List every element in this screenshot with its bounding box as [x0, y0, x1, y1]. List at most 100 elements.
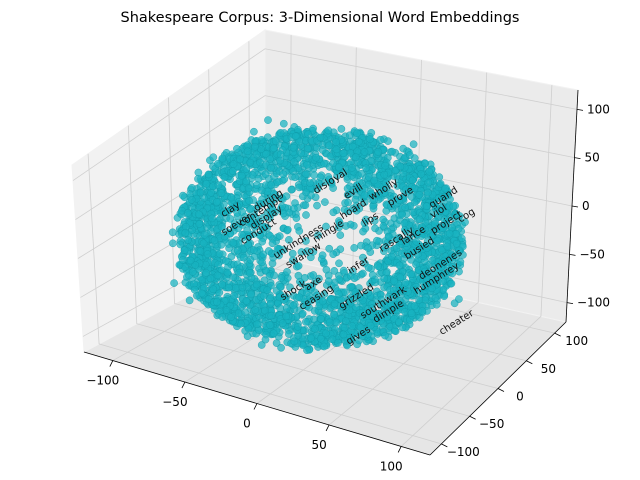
scatter-point [339, 149, 348, 158]
x-tick-label: −50 [162, 395, 187, 409]
scatter-point [261, 170, 270, 178]
scatter-point [351, 195, 360, 204]
scatter-point [388, 147, 396, 156]
scatter-point [197, 289, 206, 298]
scatter-point [353, 129, 361, 138]
scatter-point [450, 299, 459, 308]
scatter-point [317, 314, 325, 323]
z-tick-label: −100 [577, 296, 610, 310]
scatter-point [425, 167, 434, 176]
scatter-point [203, 250, 212, 258]
scatter-point [424, 188, 432, 197]
scatter-point [251, 306, 260, 314]
scatter-point [311, 325, 319, 333]
scatter-point [298, 309, 307, 318]
x-tick-mark [325, 424, 330, 432]
scatter-point [409, 140, 418, 148]
scatter-point [276, 282, 285, 291]
scatter-point [374, 262, 382, 271]
scatter-point [366, 135, 374, 143]
scatter-point [301, 201, 310, 209]
scatter-point [250, 127, 258, 136]
scatter-point [252, 280, 261, 289]
scatter-point [261, 306, 269, 315]
scatter-point [289, 143, 298, 152]
scatter-point [302, 188, 310, 197]
scatter-point [236, 155, 244, 164]
scatter-point [432, 300, 441, 309]
z-tick-mark [566, 302, 574, 305]
scatter-point [241, 308, 249, 317]
x-tick-mark [109, 360, 114, 367]
scatter-point [313, 291, 321, 300]
scatter-point [348, 163, 356, 172]
z-tick-mark [571, 205, 579, 208]
scatter-point [452, 239, 461, 248]
scatter-point [360, 219, 369, 227]
y-tick-label: 100 [565, 334, 588, 348]
scatter-point [405, 151, 414, 159]
x-tick-mark [397, 446, 402, 453]
scatter-point [307, 334, 315, 342]
scatter-point [215, 249, 224, 258]
scatter-point [235, 268, 243, 277]
scatter-point [449, 202, 458, 210]
scatter-point [398, 210, 406, 219]
scatter-point [227, 193, 236, 202]
scatter-point [337, 125, 346, 133]
scatter-point [292, 214, 301, 222]
z-tick-mark [574, 157, 581, 160]
scatter-point [169, 239, 177, 248]
scatter-point [275, 232, 284, 240]
scatter-point [439, 285, 448, 294]
scatter-point [291, 132, 300, 140]
scatter-point [318, 251, 327, 259]
z-tick-label: 0 [582, 199, 590, 213]
scatter-point [221, 257, 230, 265]
scatter-point [398, 323, 407, 332]
y-tick-mark [554, 332, 561, 337]
scatter-point [415, 215, 424, 224]
scatter-point [321, 198, 329, 206]
scatter-point [379, 215, 387, 224]
scatter-point [395, 261, 404, 270]
scatter-point [270, 271, 279, 280]
scatter-point [351, 153, 360, 161]
scatter-point [231, 284, 240, 292]
scatter-point [209, 285, 218, 294]
scatter-point [267, 163, 275, 172]
scatter-point [408, 176, 417, 185]
scatter-point [222, 306, 231, 314]
scatter-point [384, 137, 392, 145]
scatter-point [233, 246, 242, 255]
scatter-point [279, 119, 288, 128]
axes-panes [71, 29, 579, 456]
scatter-point [283, 225, 292, 234]
scatter-point [294, 322, 302, 331]
scatter-point [181, 229, 190, 237]
scatter-point [340, 323, 349, 332]
scatter-point [245, 197, 253, 205]
scatter-point [282, 304, 291, 312]
scatter-point [243, 147, 252, 156]
scatter-point [230, 291, 238, 300]
scatter-point [294, 271, 303, 280]
scatter-point [287, 185, 296, 194]
scatter-point [325, 141, 334, 150]
scatter-point [180, 246, 189, 255]
scatter-point [271, 137, 280, 145]
y-tick-label: −50 [479, 417, 504, 431]
scatter-point [332, 145, 341, 154]
scatter-point [188, 268, 197, 276]
scatter-point [238, 283, 247, 292]
scatter-point [261, 335, 270, 344]
scatter-point [218, 313, 227, 321]
scatter-point [214, 260, 222, 269]
scatter-point [246, 158, 255, 167]
scatter-point [316, 133, 325, 142]
scatter-point [223, 268, 232, 277]
scatter-point [443, 242, 452, 251]
scatter-point [209, 153, 218, 161]
x-tick-mark [181, 381, 186, 389]
z-tick-label: 100 [587, 102, 610, 116]
